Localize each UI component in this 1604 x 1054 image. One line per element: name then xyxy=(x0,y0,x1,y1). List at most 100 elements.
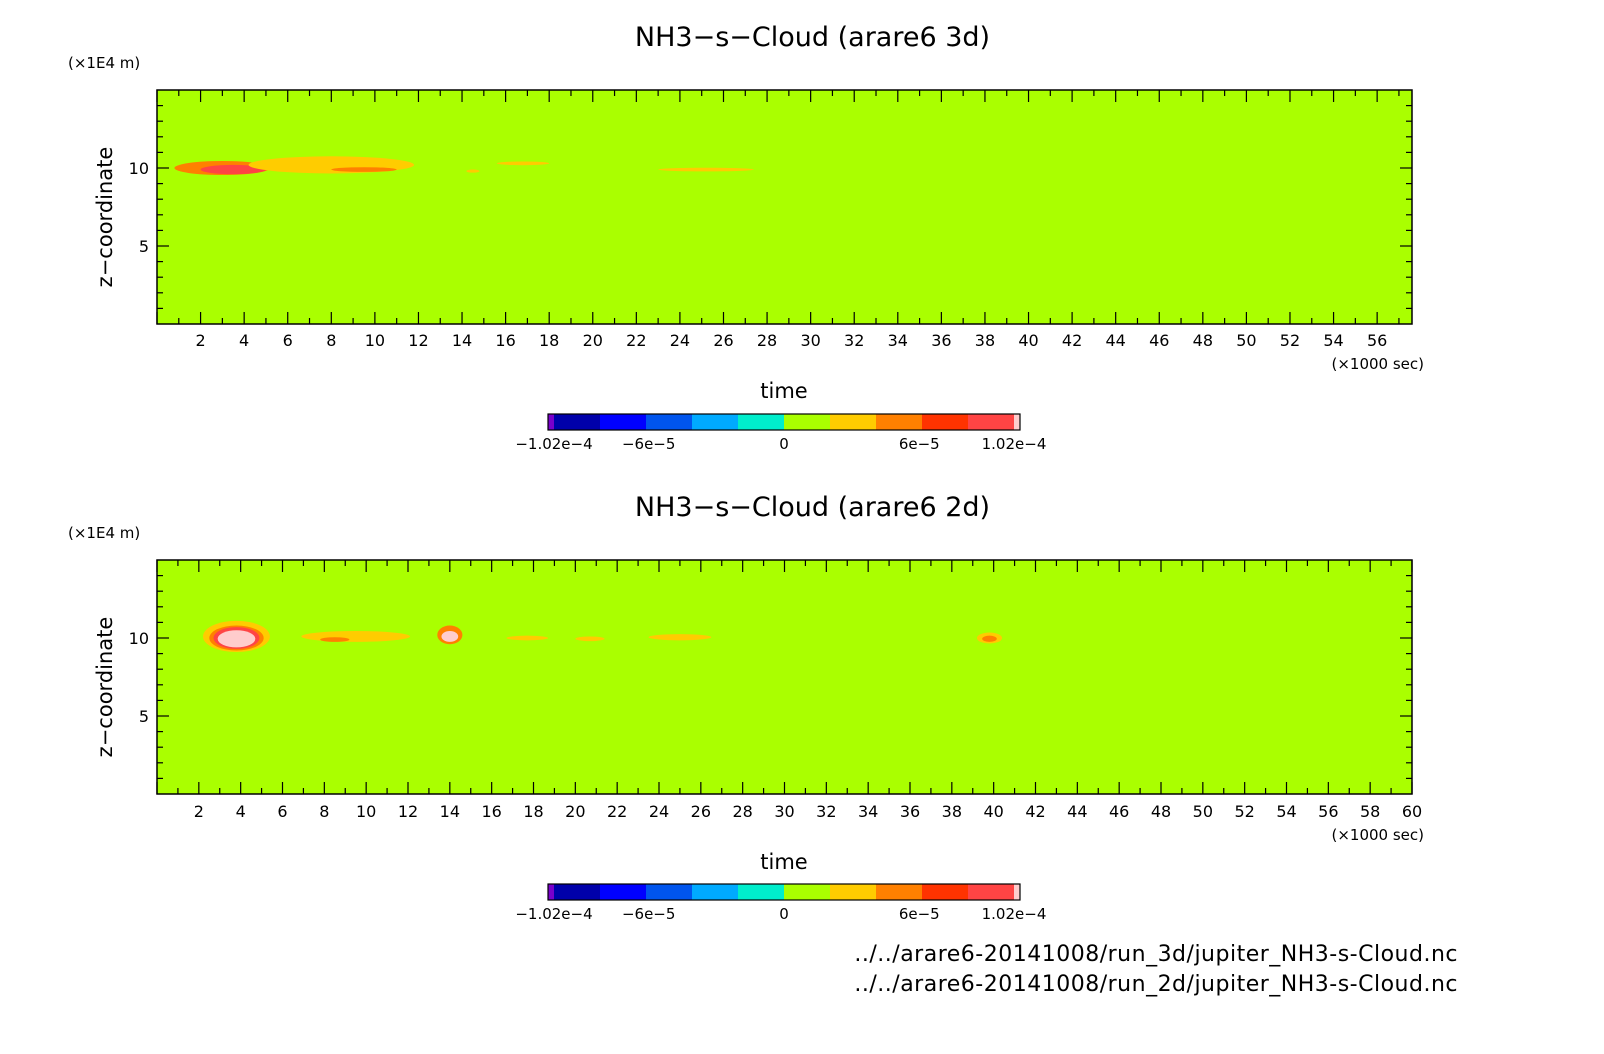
x-unit-label: (×1000 sec) xyxy=(1331,826,1424,844)
colorbar-segment xyxy=(548,414,554,430)
colorbar-segment xyxy=(922,414,969,430)
plot-frame xyxy=(156,89,1413,325)
x-tick-label: 2 xyxy=(194,802,204,821)
x-tick-label: 28 xyxy=(757,331,777,350)
x-tick-label: 56 xyxy=(1367,331,1387,350)
colorbar-segment xyxy=(784,414,831,430)
cloud-feature xyxy=(658,167,754,172)
y-unit-label: (×1E4 m) xyxy=(68,54,140,72)
x-tick-label: 34 xyxy=(858,802,878,821)
colorbar-segment xyxy=(554,414,601,430)
source-file-2d: ../../arare6-20141008/run_2d/jupiter_NH3… xyxy=(854,972,1458,997)
colorbar-segment xyxy=(738,884,785,900)
cloud-feature xyxy=(441,630,459,642)
colorbar-segment xyxy=(876,884,923,900)
x-tick-label: 6 xyxy=(277,802,287,821)
x-tick-label: 18 xyxy=(539,331,559,350)
x-tick-label: 30 xyxy=(774,802,794,821)
colorbar-label: 6e−5 xyxy=(899,435,940,453)
x-unit-label: (×1000 sec) xyxy=(1331,355,1424,373)
colorbar-segment xyxy=(830,884,877,900)
panel-3d: NH3−s−Cloud (arare6 3d)(×1E4 m)2 4 6 8 10 12 1… xyxy=(68,22,1424,453)
x-tick-label: 8 xyxy=(319,802,329,821)
y-tick-label: 10 xyxy=(129,629,149,648)
x-tick-label: 26 xyxy=(713,331,733,350)
x-tick-label: 26 xyxy=(691,802,711,821)
cloud-feature xyxy=(648,634,712,641)
x-tick-label: 50 xyxy=(1236,331,1256,350)
cloud-contours xyxy=(174,156,754,176)
x-tick-label: 16 xyxy=(481,802,501,821)
colorbar-frame xyxy=(547,413,1021,431)
cloud-feature xyxy=(320,637,350,642)
x-tick-label: 54 xyxy=(1276,802,1296,821)
colorbar-segment xyxy=(876,414,923,430)
colorbar: −1.02e−4 −6e−5 0 6e−5 1.02e−4 xyxy=(515,883,1047,923)
chart-title: NH3−s−Cloud (arare6 3d) xyxy=(635,22,990,53)
x-tick-label: 44 xyxy=(1106,331,1126,350)
y-tick-label: 5 xyxy=(139,707,149,726)
x-tick-label: 46 xyxy=(1109,802,1129,821)
colorbar: −1.02e−4 −6e−5 0 6e−5 1.02e−4 xyxy=(515,413,1046,453)
x-tick-label: 10 xyxy=(365,331,385,350)
colorbar-segment xyxy=(600,414,647,430)
chart-title: NH3−s−Cloud (arare6 2d) xyxy=(635,492,990,523)
x-tick-label: 10 xyxy=(356,802,376,821)
x-tick-label: 60 xyxy=(1402,802,1422,821)
x-tick-label: 2 xyxy=(195,331,205,350)
colorbar-segment xyxy=(692,884,739,900)
x-tick-label: 16 xyxy=(495,331,515,350)
x-tick-label: 4 xyxy=(239,331,249,350)
colorbar-label: −1.02e−4 xyxy=(515,905,592,923)
x-tick-label: 30 xyxy=(800,331,820,350)
plot-area xyxy=(157,560,1412,794)
cloud-feature xyxy=(301,630,411,642)
panel-2d: NH3−s−Cloud (arare6 2d)(×1E4 m)2 4 6 8 10 12 1… xyxy=(68,492,1424,923)
y-axis-label: z−coordinate xyxy=(93,147,117,288)
x-tick-label: 40 xyxy=(1018,331,1038,350)
colorbar-frame xyxy=(547,883,1021,901)
x-tick-label: 4 xyxy=(236,802,246,821)
cloud-feature xyxy=(496,161,550,166)
x-tick-label: 28 xyxy=(732,802,752,821)
x-tick-label: 42 xyxy=(1025,802,1045,821)
y-unit-label: (×1E4 m) xyxy=(68,524,140,542)
x-tick-label: 48 xyxy=(1193,331,1213,350)
colorbar-label: 1.02e−4 xyxy=(982,905,1047,923)
colorbar-segment xyxy=(1014,414,1020,430)
x-tick-label: 52 xyxy=(1234,802,1254,821)
x-tick-label: 12 xyxy=(408,331,428,350)
colorbar-segment xyxy=(830,414,877,430)
x-axis-label: time xyxy=(760,850,807,874)
x-tick-label: 22 xyxy=(626,331,646,350)
x-tick-label: 52 xyxy=(1280,331,1300,350)
colorbar-segment xyxy=(738,414,785,430)
x-tick-label: 14 xyxy=(440,802,460,821)
x-tick-label: 48 xyxy=(1151,802,1171,821)
colorbar-label: 6e−5 xyxy=(899,905,940,923)
source-file-3d: ../../arare6-20141008/run_3d/jupiter_NH3… xyxy=(854,942,1458,967)
colorbar-segment xyxy=(968,884,1015,900)
cloud-feature xyxy=(575,636,605,642)
plot-area xyxy=(157,90,1412,324)
colorbar-segment xyxy=(692,414,739,430)
x-tick-label: 40 xyxy=(983,802,1003,821)
colorbar-segment xyxy=(554,884,601,900)
x-tick-label: 32 xyxy=(816,802,836,821)
colorbar-label: −1.02e−4 xyxy=(515,435,592,453)
colorbar-segment xyxy=(784,884,831,900)
colorbar-segment xyxy=(968,414,1015,430)
y-axis-label: z−coordinate xyxy=(93,617,117,758)
cloud-contours xyxy=(203,620,1003,653)
cloud-feature xyxy=(506,635,549,641)
y-tick-label: 10 xyxy=(129,159,149,178)
x-tick-label: 56 xyxy=(1318,802,1338,821)
x-tick-label: 42 xyxy=(1062,331,1082,350)
colorbar-label: 0 xyxy=(779,905,789,923)
x-tick-label: 46 xyxy=(1149,331,1169,350)
cloud-feature xyxy=(217,630,256,648)
colorbar-label: 0 xyxy=(779,435,789,453)
colorbar-segment xyxy=(646,884,693,900)
colorbar-segment xyxy=(548,884,554,900)
